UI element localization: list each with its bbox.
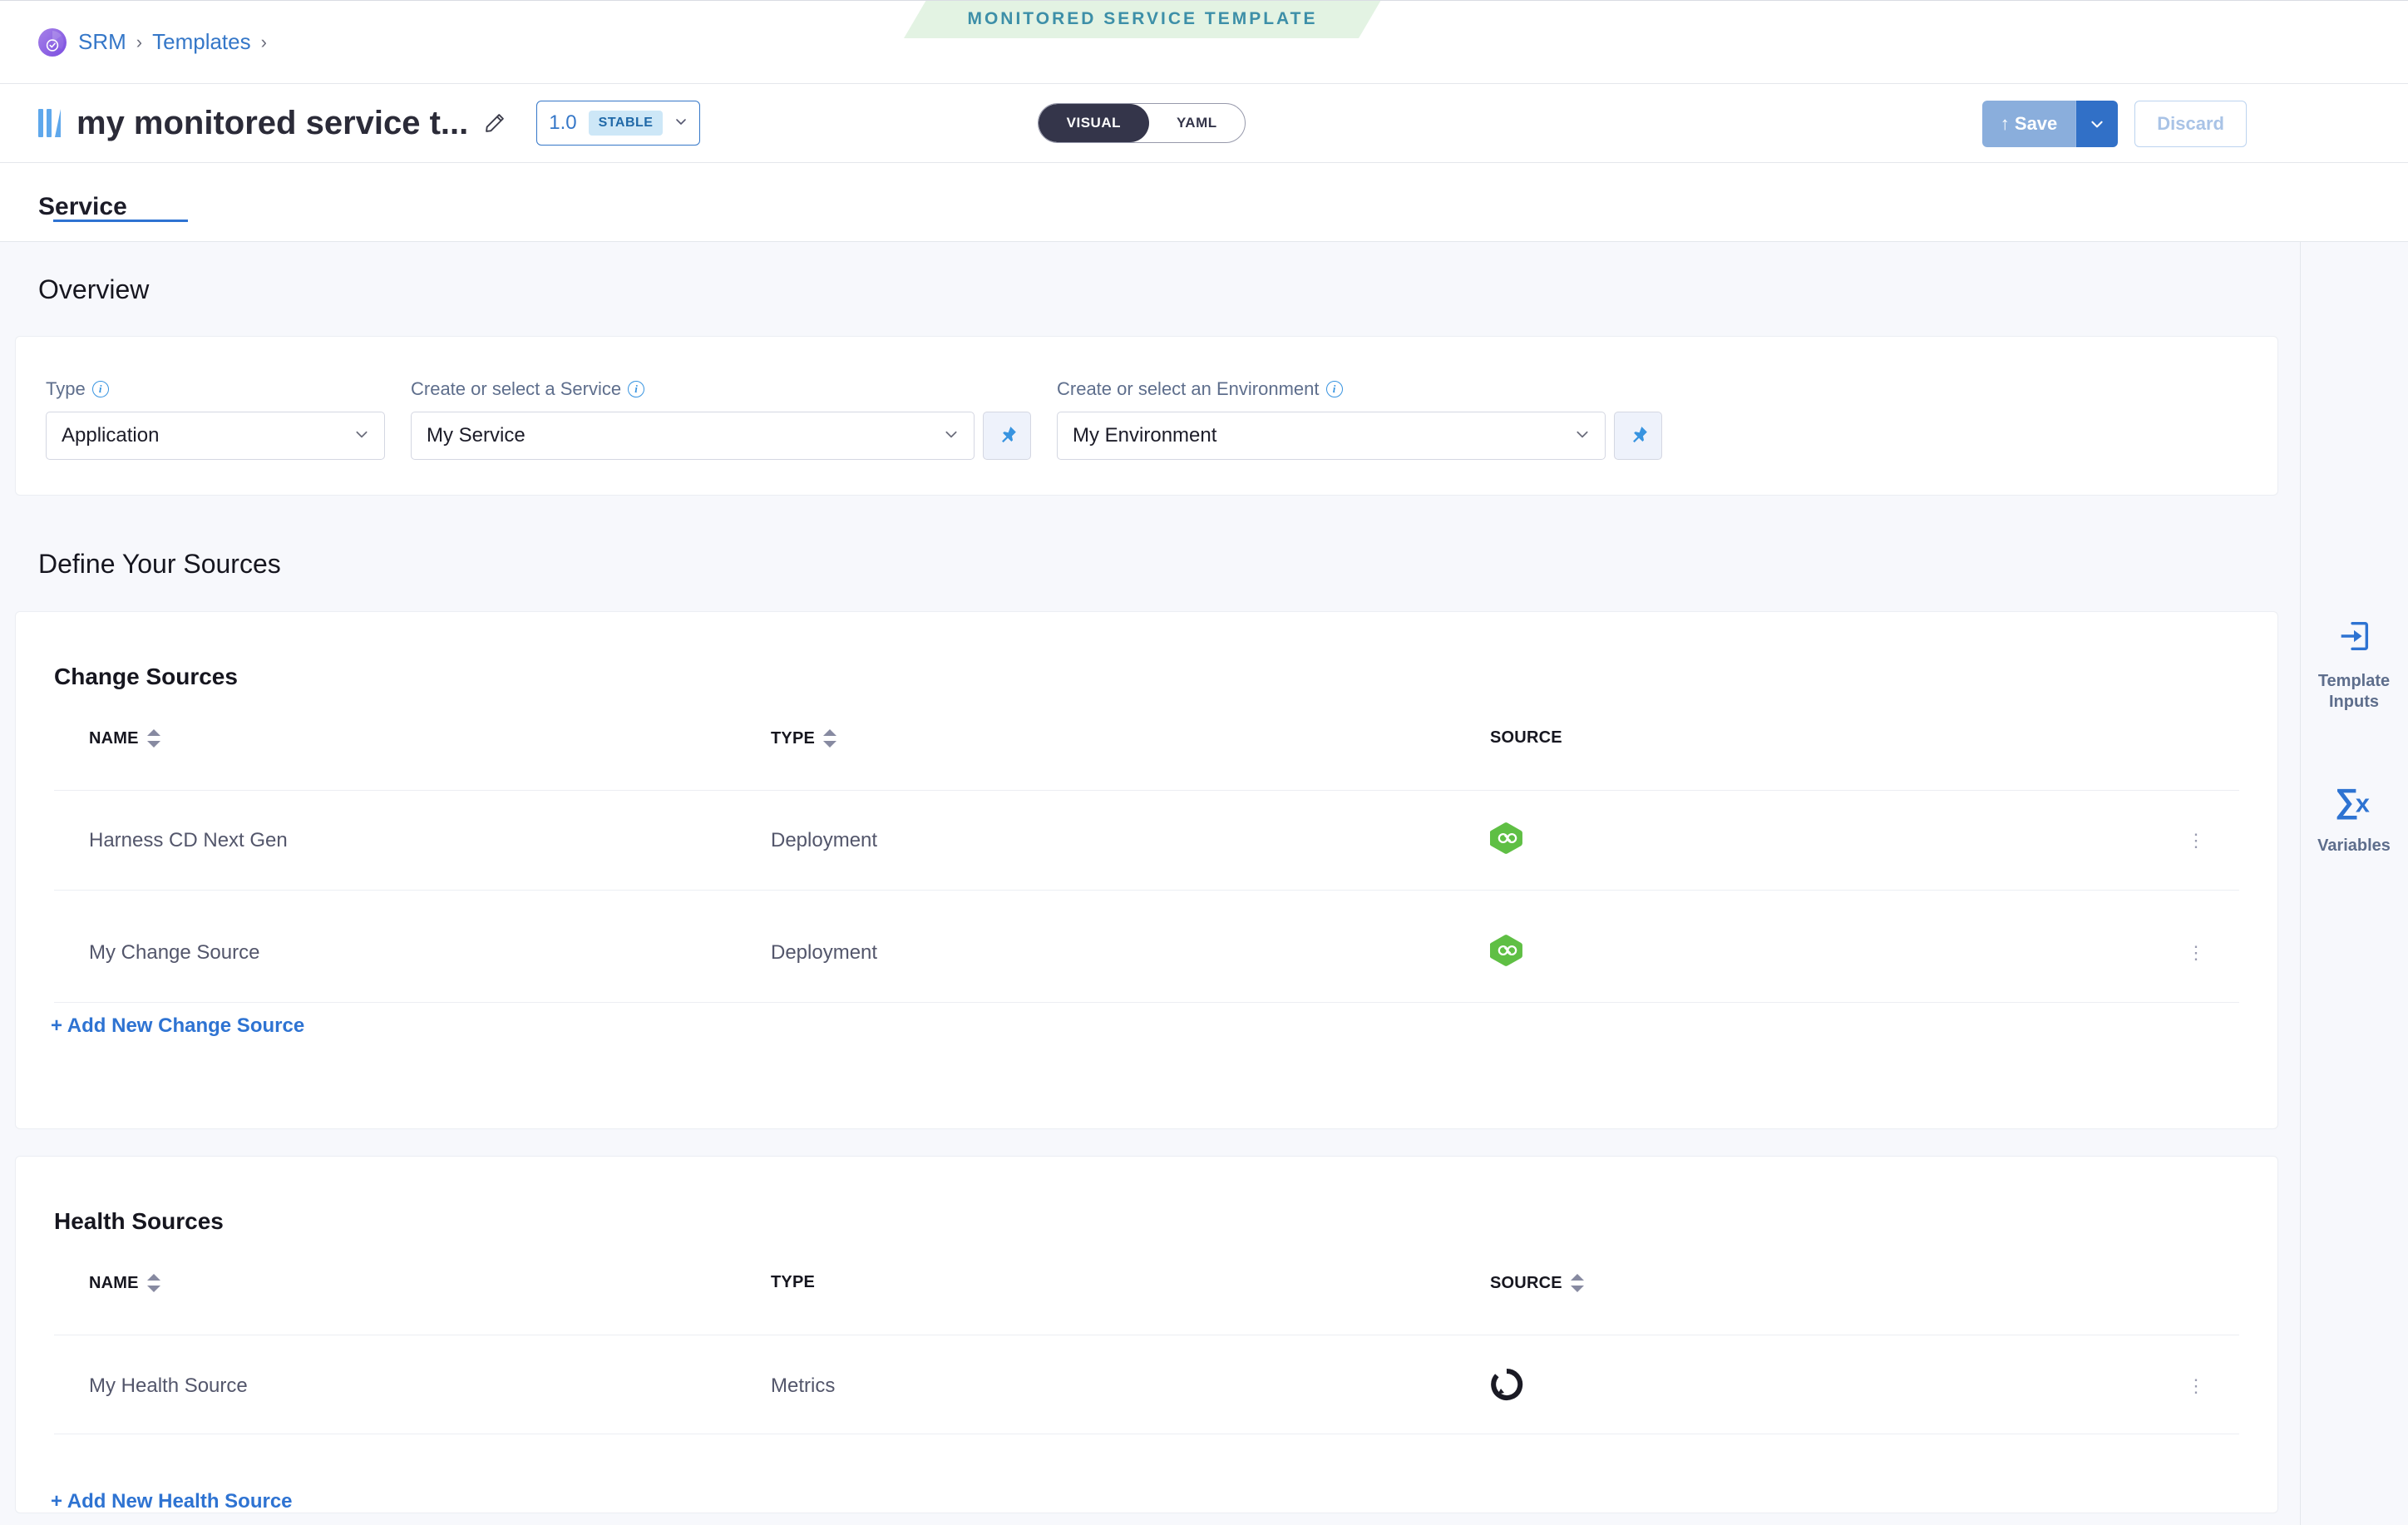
svg-text:x: x (2356, 789, 2370, 817)
